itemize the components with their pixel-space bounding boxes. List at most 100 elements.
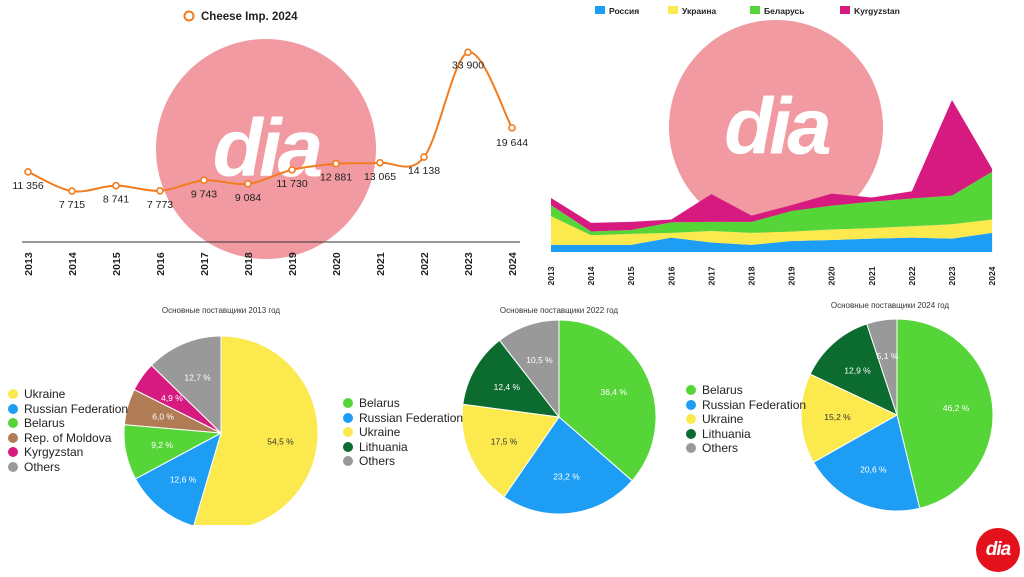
legend-label: Others [24,459,61,474]
slice-label: 36,4 % [600,387,627,397]
legend-item: Russian Federation [686,398,806,413]
x-tick-label: 2013 [546,266,556,285]
legend-label: Others [359,454,396,468]
x-tick-label: 2019 [287,252,299,276]
legend-label: Ukraine [702,412,744,426]
legend-item: Russian Federation [343,411,463,426]
x-tick-label: 2019 [787,266,797,285]
data-label: 11 730 [276,178,307,190]
legend-swatch [750,6,760,14]
x-tick-label: 2015 [111,252,123,276]
data-point [200,176,208,185]
slice-label: 5,1 % [877,351,899,361]
pie-slice [461,403,560,498]
legend-dot-icon [686,443,696,454]
legend-item: Others [686,441,806,456]
legend-2024: Belarus Russian Federation Ukraine Lithuani… [686,383,806,456]
x-tick-label: 2024 [987,266,997,285]
x-tick-label: 2024 [507,252,519,276]
legend-marker-icon [183,10,195,22]
data-point [464,48,472,57]
legend-item: Lithuania [343,440,463,455]
legend-dot-icon [8,403,18,414]
legend-dot-icon [686,385,696,396]
pie-title: Основные поставщики 2022 год [500,306,619,315]
data-point [68,187,76,195]
legend-item: Rep. of Moldova [8,431,128,446]
legend-item: Ukraine [343,425,463,440]
slice-label: 12,6 % [170,475,197,485]
legend-dot-icon [8,432,18,443]
x-tick-label: 2016 [155,252,167,276]
legend-dot-icon [343,427,353,438]
area-series [551,216,993,245]
legend-label: Russian Federation [24,401,129,416]
legend-label: Беларусь [764,6,805,16]
slice-label: 9,2 % [151,440,173,450]
legend-label: Belarus [24,416,65,430]
legend-dot-icon [8,461,18,472]
legend-2013: Ukraine Russian Federation Belarus Rep. of … [8,387,128,474]
legend-label: Lithuania [359,439,408,454]
legend-item: Belarus [686,383,806,398]
data-point [244,180,252,188]
x-tick-label: 2018 [243,252,255,276]
watermark-circle [669,20,883,234]
data-label: 19 644 [496,137,528,149]
data-point [156,187,164,195]
x-tick-label: 2013 [23,252,35,276]
slice-label: 20,6 % [860,465,887,475]
legend-2022: Belarus Russian Federation Ukraine Lithuani… [343,396,463,469]
pie-slice [462,339,561,418]
legend-item: Kyrgyzstan [8,445,128,460]
x-tick-label: 2023 [463,252,475,276]
dia-logo: dia [976,528,1020,572]
x-tick-label: 2014 [586,266,596,285]
legend-item: Others [8,460,128,475]
area-series [551,99,993,232]
legend-label: Belarus [359,396,400,410]
slice-label: 12,4 % [494,382,521,392]
watermark-text: dia [724,81,830,170]
slice-label: 12,9 % [844,365,871,375]
pie-chart-2024: Основные поставщики 2024 год 46,2 % 20,6 %… [800,301,994,512]
x-tick-label: 2021 [867,266,877,285]
data-label: 8 741 [103,194,129,206]
slice-label: 46,2 % [943,403,970,413]
slice-label: 12,7 % [184,373,211,383]
legend-label: Russian Federation [359,410,464,425]
x-tick-label: 2017 [199,252,211,276]
legend-swatch [840,6,850,14]
dia-logo-text: dia [985,539,1011,560]
pie-chart-2022: Основные поставщики 2022 год 36,4 % 23,2 %… [461,306,657,515]
line-chart: dia Cheese Imp. 2024 11 356 7 715 8 741 7 773… [12,10,528,276]
pie-slice [800,373,899,463]
legend-dot-icon [686,428,696,439]
x-tick-label: 2020 [827,266,837,285]
slice-label: 17,5 % [491,436,518,446]
legend-dot-icon [8,447,18,458]
data-label: 14 138 [408,165,440,177]
slice-label: 4,9 % [161,393,183,403]
legend-item: Belarus [343,396,463,411]
data-label: 9 743 [191,188,217,200]
legend-label: Belarus [702,383,743,397]
legend-dot-icon [686,399,696,410]
legend-label: Others [702,441,739,455]
legend-label: Ukraine [24,387,66,401]
pie-slice [134,431,222,525]
pie-slice [498,319,560,419]
x-tick-label: 2021 [375,252,387,276]
pie-slice [558,319,657,482]
data-point [332,159,340,168]
legend-label: Rep. of Moldova [24,430,112,445]
pie-title: Основные поставщики 2013 год [162,306,281,315]
x-tick-label: 2015 [626,266,636,285]
area-series [551,232,993,252]
legend-dot-icon [343,412,353,423]
area-series [551,171,993,236]
x-tick-label: 2016 [666,266,676,285]
legend-item: Russian Federation [8,402,128,417]
legend-label: Ukraine [359,425,401,439]
data-point [288,166,296,174]
